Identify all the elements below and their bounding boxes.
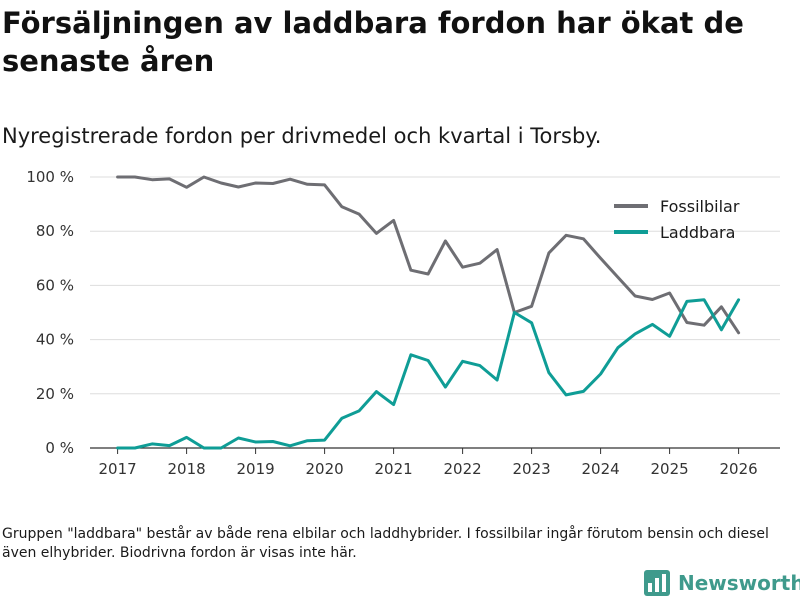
y-axis-ticks: 0 % 20 % 40 % 60 % 80 % 100 % — [26, 168, 74, 457]
legend-label-laddbara: Laddbara — [660, 223, 735, 242]
footnote: Gruppen "laddbara" består av både rena e… — [2, 526, 769, 561]
x-tick-label: 2023 — [513, 460, 551, 478]
y-tick-label: 100 % — [26, 168, 74, 186]
x-tick-label: 2022 — [444, 460, 482, 478]
x-tick-label: 2021 — [375, 460, 413, 478]
series-lines — [116, 175, 741, 450]
x-tick-label: 2017 — [99, 460, 137, 478]
y-tick-label: 20 % — [36, 385, 74, 403]
x-tick-label: 2019 — [237, 460, 275, 478]
x-tick-label: 2024 — [582, 460, 620, 478]
x-tick-label: 2020 — [306, 460, 344, 478]
brand-name: Newsworthy — [678, 571, 800, 595]
x-tick-label: 2026 — [720, 460, 758, 478]
grid-lines — [90, 176, 780, 449]
newsworthy-logo-icon — [644, 570, 670, 596]
chart-subtitle: Nyregistrerade fordon per drivmedel och … — [2, 124, 602, 148]
series-line-fossilbilar — [116, 175, 741, 335]
y-tick-label: 0 % — [45, 439, 74, 457]
x-axis: 2017 2018 2019 2020 2021 2022 2023 2024 2025 2026 — [99, 448, 758, 478]
y-tick-label: 80 % — [36, 222, 74, 240]
legend: Fossilbilar Laddbara — [614, 197, 740, 242]
x-tick-label: 2018 — [168, 460, 206, 478]
brand-logo: Newsworthy — [644, 570, 800, 596]
y-tick-label: 40 % — [36, 331, 74, 349]
legend-label-fossilbilar: Fossilbilar — [660, 197, 740, 216]
line-chart: 0 % 20 % 40 % 60 % 80 % 100 % 2017 2018 2019 202… — [26, 168, 780, 478]
y-tick-label: 60 % — [36, 276, 74, 294]
series-line-laddbara — [116, 298, 741, 450]
chart-title: Försäljningen av laddbara fordon har öka… — [2, 6, 744, 78]
x-tick-label: 2025 — [651, 460, 689, 478]
